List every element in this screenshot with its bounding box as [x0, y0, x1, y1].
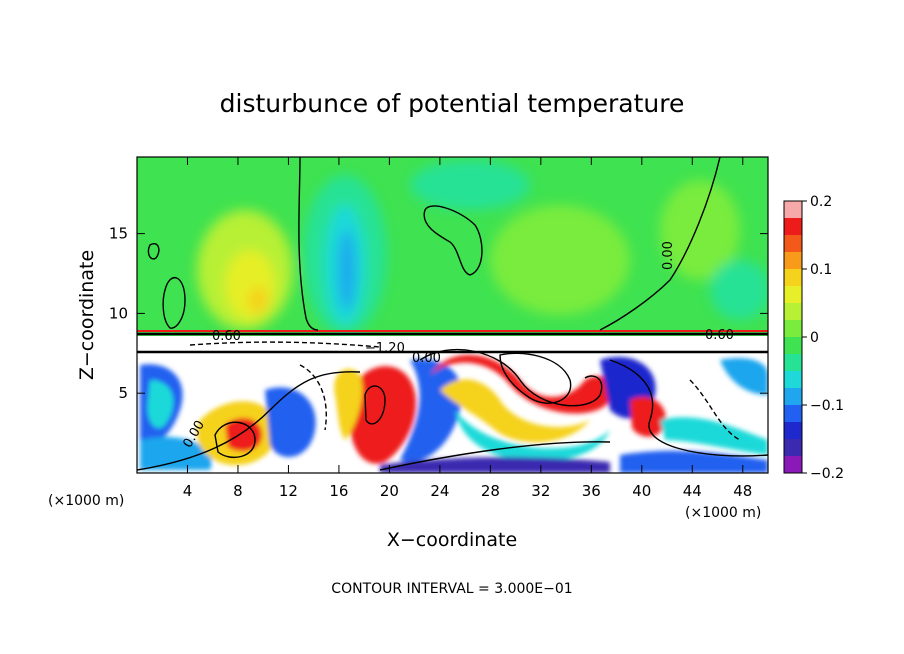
colorbar-swatch [784, 201, 802, 219]
warm-anomaly-right-2 [660, 180, 740, 280]
contour-right-boundary [599, 157, 721, 331]
x-tick-label: 20 [380, 482, 399, 500]
contour-vortex-center [364, 385, 386, 425]
colorbar-swatch [784, 405, 802, 423]
x-tick-label: 48 [733, 482, 752, 500]
inversion-band [137, 336, 768, 354]
blob-right-red [630, 396, 666, 437]
x-tick-label: 36 [582, 482, 601, 500]
colorbar-tick-label: −0.2 [810, 466, 844, 482]
x-tick-label: 8 [233, 482, 243, 500]
contour-closed-a [423, 205, 483, 276]
contour-label-6: 0.60 [705, 328, 734, 343]
x-tick-label: 16 [329, 482, 348, 500]
blob-swirl-c [430, 354, 613, 414]
warm-anomaly-right [490, 205, 630, 315]
cool-patch-top [410, 160, 530, 210]
blob-left-cyan [147, 380, 174, 429]
blob-bottom-purple [380, 457, 610, 473]
blob-center-yellow [334, 368, 363, 440]
contour-label-2: −1.20 [365, 341, 405, 356]
y-tick-label: 5 [118, 384, 128, 402]
colorbar-tick-label: −0.1 [810, 398, 844, 414]
contour-small-a [147, 243, 160, 260]
warm-spot [248, 286, 268, 314]
colorbar-tick-label: 0.1 [810, 262, 832, 278]
contour-lower-swirl [419, 348, 603, 407]
y-tick-label: 10 [109, 304, 128, 322]
lower-field [140, 354, 768, 473]
x-ticks: 4 8 12 16 20 24 28 32 36 40 44 48 [183, 157, 752, 500]
contour-lower-left [137, 371, 361, 471]
contour-lower-loop [499, 352, 572, 404]
contour-lines [137, 157, 768, 471]
blob-center-blue [400, 359, 462, 462]
x-unit-left: (×1000 m) [48, 493, 124, 509]
colorbar-swatch [784, 388, 802, 406]
contour-left-boundary [298, 157, 319, 331]
colorbar-swatch [784, 269, 802, 287]
colorbar-swatch [784, 422, 802, 440]
blob-right-cyan [660, 417, 768, 455]
colorbar-tick-label: 0 [810, 330, 819, 346]
x-tick-label: 4 [183, 482, 193, 500]
x-unit-right: (×1000 m) [685, 505, 761, 521]
colorbar-swatch [784, 337, 802, 355]
chart-title: disturbunce of potential temperature [220, 89, 685, 118]
colorbar-swatch [784, 286, 802, 304]
y-ticks: 5 10 15 [109, 225, 768, 402]
colorbar-swatch [784, 371, 802, 389]
colorbar-swatch [784, 303, 802, 321]
x-tick-label: 24 [430, 482, 449, 500]
x-tick-label: 28 [481, 482, 500, 500]
colorbar-tick-label: 0.2 [810, 194, 832, 210]
blob-swirl-c-cyan [455, 410, 610, 462]
warm-anomaly-left-core [225, 250, 275, 320]
cool-column-center [339, 230, 355, 310]
x-tick-label: 32 [531, 482, 550, 500]
contour-interval: CONTOUR INTERVAL = 3.000E−01 [331, 581, 572, 597]
contour-band-mid [189, 341, 381, 348]
contour-lower-bottom [379, 441, 611, 471]
x-axis-title: X−coordinate [387, 529, 517, 551]
contour-label-3: 0.00 [412, 351, 441, 366]
upper-field [197, 160, 768, 335]
contour-label-5: 0.00 [661, 241, 676, 270]
x-tick-label: 44 [683, 482, 702, 500]
contour-label-1: 0.60 [212, 329, 241, 344]
y-tick-label: 15 [109, 225, 128, 243]
y-axis-title: Z−coordinate [76, 250, 98, 380]
contour-dashed-left [299, 364, 327, 431]
x-tick-label: 40 [632, 482, 651, 500]
blob-swirl-c-yellow [440, 379, 590, 443]
contour-vortex-left [214, 421, 256, 459]
blob-swirl-b [265, 387, 316, 457]
blob-swirl-a-core [225, 417, 262, 452]
plot-area: 0.60 −1.20 0.00 0.00 0.00 0.60 [137, 157, 768, 473]
colorbar-swatch [784, 354, 802, 372]
contour-lower-right [609, 359, 768, 457]
cool-patch-right [710, 260, 768, 320]
plot-frame [136, 156, 769, 474]
colorbar-swatch [784, 456, 802, 474]
colorbar-swatch [784, 235, 802, 253]
colorbar-swatch [784, 218, 802, 236]
blob-right-edge [720, 358, 768, 395]
colorbar-swatch [784, 439, 802, 457]
contour-closed-b [162, 277, 186, 329]
contour-dashed-right [689, 379, 741, 441]
colorbar-swatch [784, 320, 802, 338]
colorbar: 0.2 0.1 0 −0.1 −0.2 [783, 194, 844, 482]
blob-bottom-left [140, 436, 212, 470]
x-tick-label: 12 [279, 482, 298, 500]
colorbar-swatch [784, 252, 802, 270]
